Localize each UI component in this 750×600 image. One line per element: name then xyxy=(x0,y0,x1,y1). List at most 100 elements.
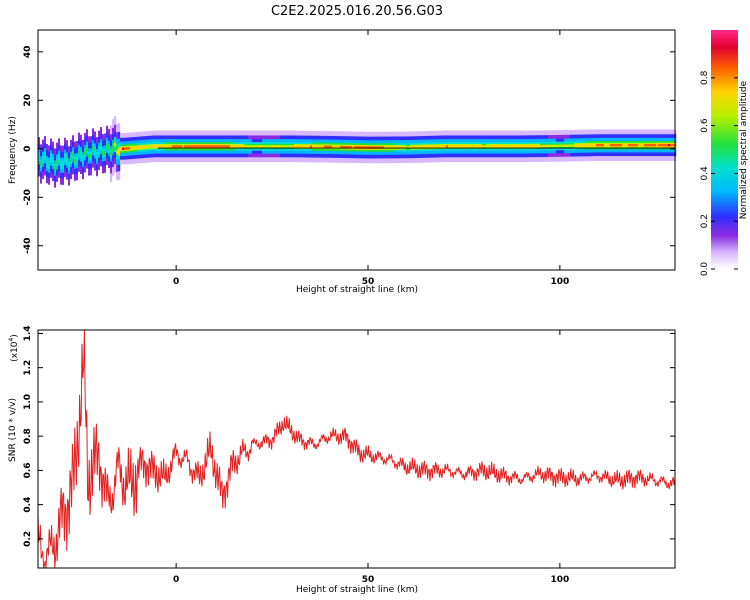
spectrogram-cell xyxy=(210,145,213,148)
colorbar-tick-label: 0.0 xyxy=(700,262,710,277)
spectrogram-cell xyxy=(588,144,591,147)
spectrogram-cell xyxy=(52,159,55,164)
spectrogram-cell xyxy=(254,145,257,148)
spectrogram-cell xyxy=(582,144,585,147)
spectrogram-cell xyxy=(148,145,151,148)
spectrogram-cell xyxy=(368,146,371,149)
spectrogram-cell xyxy=(646,143,649,147)
spectrogram-cell xyxy=(72,152,75,158)
spectrogram-cell xyxy=(156,145,159,148)
spectrogram-cell xyxy=(570,144,573,147)
spectrogram-cell xyxy=(508,145,511,148)
spectrogram-cell xyxy=(520,145,523,148)
spectrogram-cell xyxy=(58,155,61,161)
spectrogram-cell xyxy=(48,162,51,168)
snr-y-tick-label: 0.2 xyxy=(23,531,33,547)
spectrogram-cell xyxy=(314,145,317,148)
snr-scale-exponent: 4 xyxy=(8,338,15,342)
snr-y-tick-label: 0.8 xyxy=(23,428,33,444)
spectrogram-cell xyxy=(488,145,491,148)
spectrogram-cell xyxy=(300,145,303,148)
spectrogram-cell xyxy=(348,145,351,149)
snr-y-tick-label: 1.2 xyxy=(23,360,33,376)
spectrogram-cell xyxy=(378,146,381,149)
spectrogram-cell xyxy=(568,144,571,147)
spectrogram-cell xyxy=(312,145,315,148)
spectrogram-cell xyxy=(284,145,287,148)
snr-x-tick-label: 0 xyxy=(173,575,179,585)
spectrogram-cell xyxy=(198,145,201,148)
colorbar-tick-label: 0.6 xyxy=(700,118,710,133)
spectrogram-cell xyxy=(240,145,243,148)
spectrogram-cell xyxy=(192,145,195,148)
spectrogram-cell xyxy=(608,143,611,147)
spectrogram-cell xyxy=(530,145,533,148)
spectrogram-cell xyxy=(40,161,43,167)
spectrogram-cell xyxy=(602,143,605,147)
spectrogram-cell xyxy=(342,145,345,149)
spectrogram-cell xyxy=(422,145,425,149)
spectrogram-cell xyxy=(390,146,393,149)
spectrogram-cell xyxy=(434,145,437,148)
spectrogram-cell xyxy=(538,144,541,148)
spectrogram-cell xyxy=(90,153,93,158)
spectrogram-cell xyxy=(552,144,555,148)
spectrogram-cell xyxy=(476,145,479,148)
spectrogram-cell xyxy=(296,145,299,148)
spectrogram-cell xyxy=(460,145,463,148)
spectrogram-cell xyxy=(600,143,603,147)
spectrogram-cell xyxy=(126,147,129,150)
spectrogram-cell xyxy=(332,145,335,149)
spectrogram-cell xyxy=(574,144,577,147)
spectrogram-y-tick-label: -40 xyxy=(23,238,33,254)
spectrogram-cell xyxy=(120,147,123,150)
spectrogram-cell xyxy=(514,145,517,148)
spectrogram-cell xyxy=(340,145,343,149)
colorbar-tick-label: 0.2 xyxy=(700,214,710,228)
spectrogram-cell xyxy=(534,144,537,148)
spectrogram-cell xyxy=(474,145,477,148)
spectrogram-x-tick-label: 100 xyxy=(550,277,569,287)
spectrogram-cell xyxy=(540,144,543,148)
spectrogram-cell xyxy=(288,145,291,148)
spectrogram-y-ticks: -40 -20 0 20 40 xyxy=(23,46,675,254)
spectrogram-cell xyxy=(598,143,601,147)
spectrogram-cell xyxy=(222,145,225,148)
spectrogram-cell xyxy=(446,145,449,148)
spectrogram-cell xyxy=(532,145,535,148)
spectrogram-cell xyxy=(326,145,329,149)
spectrogram-cell xyxy=(578,144,581,147)
spectrogram-cell xyxy=(96,154,99,159)
spectrogram-cell xyxy=(452,145,455,148)
spectrogram-cell xyxy=(594,144,597,147)
spectrogram-cell xyxy=(260,145,263,148)
spectrogram-cell xyxy=(322,145,325,148)
spectrogram-cell xyxy=(498,145,501,148)
snr-y-tick-label: 0.4 xyxy=(23,497,33,513)
spectrogram-cell xyxy=(256,145,259,148)
spectrogram-cell xyxy=(262,145,265,148)
spectrogram-cell xyxy=(448,145,451,148)
spectrogram-cell xyxy=(408,146,411,149)
spectrogram-cell xyxy=(244,145,247,148)
spectrogram-cell xyxy=(78,150,81,155)
spectrogram-cell xyxy=(298,145,301,148)
spectrogram-cell xyxy=(536,144,539,148)
spectrogram-cell xyxy=(182,145,185,148)
spectrogram-cell xyxy=(542,144,545,148)
spectrogram-cell xyxy=(74,159,77,164)
spectrogram-cell xyxy=(320,145,323,148)
spectrogram-cell xyxy=(142,146,145,149)
spectrogram-cell xyxy=(258,145,261,148)
spectrogram-cell xyxy=(640,143,643,147)
spectrogram-cell xyxy=(134,146,137,150)
spectrogram-cell xyxy=(66,157,69,163)
spectrogram-cell xyxy=(630,143,633,147)
spectrogram-panel: 0 50 100 -40 -20 0 20 40 Height of straight li… xyxy=(8,29,677,295)
snr-x-tick-label: 50 xyxy=(362,575,375,585)
spectrogram-cell xyxy=(432,145,435,148)
spectrogram-heatmap xyxy=(38,116,677,197)
spectrogram-cell xyxy=(418,145,421,149)
spectrogram-cell xyxy=(478,145,481,148)
spectrogram-cell xyxy=(56,160,59,165)
